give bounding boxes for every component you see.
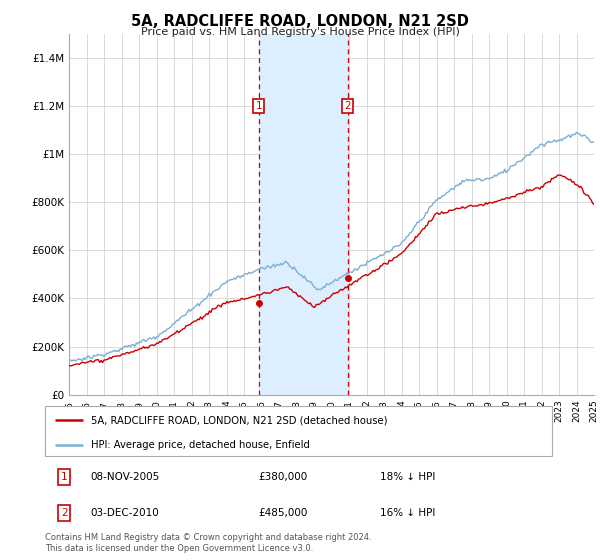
- Text: 1: 1: [256, 101, 262, 111]
- Text: 16% ↓ HPI: 16% ↓ HPI: [380, 508, 435, 518]
- Text: 03-DEC-2010: 03-DEC-2010: [91, 508, 160, 518]
- Text: Contains HM Land Registry data © Crown copyright and database right 2024.
This d: Contains HM Land Registry data © Crown c…: [45, 533, 371, 553]
- Text: HPI: Average price, detached house, Enfield: HPI: Average price, detached house, Enfi…: [91, 440, 310, 450]
- Text: 5A, RADCLIFFE ROAD, LONDON, N21 2SD (detached house): 5A, RADCLIFFE ROAD, LONDON, N21 2SD (det…: [91, 415, 387, 425]
- Text: 2: 2: [61, 508, 68, 518]
- Text: 18% ↓ HPI: 18% ↓ HPI: [380, 472, 435, 482]
- Text: £380,000: £380,000: [258, 472, 307, 482]
- Bar: [259, 34, 347, 395]
- Text: 1: 1: [61, 472, 68, 482]
- Text: 5A, RADCLIFFE ROAD, LONDON, N21 2SD: 5A, RADCLIFFE ROAD, LONDON, N21 2SD: [131, 14, 469, 29]
- Text: 2: 2: [344, 101, 351, 111]
- Text: Price paid vs. HM Land Registry's House Price Index (HPI): Price paid vs. HM Land Registry's House …: [140, 27, 460, 37]
- Text: £485,000: £485,000: [258, 508, 307, 518]
- Text: 08-NOV-2005: 08-NOV-2005: [91, 472, 160, 482]
